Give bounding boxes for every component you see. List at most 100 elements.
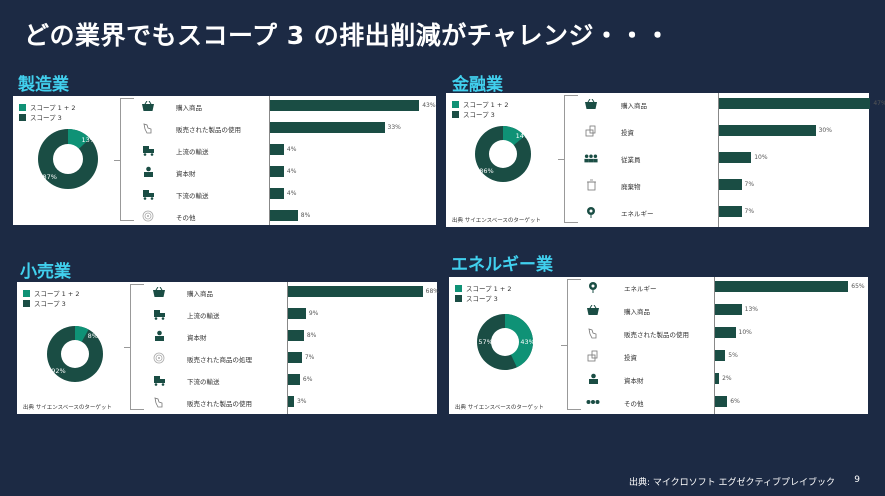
category-label: その他: [176, 214, 196, 222]
bar-value-label: 4%: [286, 146, 297, 153]
legend-swatch-scope3: [19, 113, 26, 121]
hand-pointer-icon: [152, 396, 166, 408]
basket-icon: [141, 100, 155, 112]
bar: [270, 210, 298, 221]
legend-label-scope3: スコープ 3: [466, 295, 498, 303]
category-row: [584, 124, 598, 138]
employees-icon: [584, 152, 598, 164]
section-title-energy: エネルギー業: [451, 255, 553, 275]
bar: [715, 350, 726, 361]
other-icon: [152, 352, 166, 364]
bar-value-label: 6%: [302, 376, 313, 383]
category-label: 下流の輸送: [187, 378, 220, 386]
category-row: [584, 97, 598, 111]
bar-value-label: 33%: [387, 124, 401, 131]
bar-axis: [718, 93, 719, 227]
category-row: [141, 143, 155, 157]
bar: [288, 308, 306, 319]
legend-swatch-scope12: [455, 284, 462, 292]
category-row: [584, 178, 598, 192]
category-row: [141, 165, 155, 179]
bracket-tick: [561, 344, 567, 346]
bar: [288, 374, 300, 385]
bar: [270, 188, 284, 199]
section-title-finance: 金融業: [452, 75, 503, 95]
footer-source: 出典: マイクロソフト エグゼクティブプレイブック: [628, 478, 835, 488]
donut-label-scope12: 43%: [520, 338, 535, 346]
category-label: 販売された商品の処理: [187, 356, 252, 364]
legend: スコープ 1 + 2 スコープ 3: [452, 99, 509, 119]
category-row: [586, 349, 600, 363]
category-label: 購入商品: [176, 104, 202, 112]
donut-label-scope12: 8%: [87, 332, 98, 341]
category-label: その他: [624, 400, 644, 408]
truck-icon: [152, 308, 166, 320]
category-row: [152, 351, 166, 365]
category-label: 購入商品: [624, 308, 650, 316]
truck-icon: [141, 144, 155, 156]
basket-icon: [586, 304, 600, 316]
source-note: 出典 サイエンスベースのターゲット: [452, 218, 541, 224]
legend-swatch-scope3: [455, 294, 462, 302]
bar: [288, 330, 304, 341]
panel-finance: スコープ 1 + 2 スコープ 3 14% 86% 出典 サイエンスベースのター…: [446, 93, 885, 227]
bar: [715, 396, 728, 407]
donut-label-scope3: 87%: [42, 172, 57, 181]
bar: [719, 206, 742, 217]
page-title: どの業界でもスコープ 3 の排出削減がチャレンジ・・・: [24, 21, 671, 50]
bar-value-label: 6%: [730, 398, 740, 405]
bar: [270, 100, 420, 111]
category-label: 上流の輸送: [187, 312, 220, 320]
category-row: [586, 326, 600, 340]
category-row: [586, 395, 600, 409]
category-row: [152, 395, 166, 409]
bar: [715, 327, 736, 338]
bracket-tick: [124, 347, 130, 348]
legend-swatch-scope3: [23, 299, 30, 307]
bar: [270, 166, 284, 177]
category-row: [152, 285, 166, 299]
bar-axis: [269, 96, 270, 225]
bar-value-label: 4%: [286, 168, 297, 175]
bar-value-label: 13%: [744, 306, 758, 313]
category-label: 資本財: [624, 377, 644, 385]
legend-label-scope12: スコープ 1 + 2: [34, 290, 80, 298]
category-row: [584, 151, 598, 165]
legend: スコープ 1 + 2 スコープ 3: [19, 102, 76, 122]
energy-icon: [584, 206, 598, 218]
bar: [270, 144, 284, 155]
bar-value-label: 9%: [308, 310, 319, 317]
donut-label-scope12: 14%: [515, 132, 531, 141]
category-row: [586, 303, 600, 317]
hand-pointer-icon: [586, 327, 600, 339]
legend-swatch-scope3: [452, 110, 459, 118]
category-label: 販売された製品の使用: [624, 331, 689, 339]
legend-label-scope12: スコープ 1 + 2: [30, 104, 76, 112]
category-label: 従業員: [621, 156, 641, 164]
legend: スコープ 1 + 2 スコープ 3: [455, 283, 512, 303]
bracket-tick: [114, 159, 120, 161]
category-label: 資本財: [176, 170, 196, 178]
legend-swatch-scope12: [19, 103, 26, 111]
hand-pointer-icon: [141, 122, 155, 134]
capital-goods-icon: [152, 330, 166, 342]
bar-value-label: 7%: [304, 354, 315, 361]
category-row: [586, 280, 600, 294]
donut-chart: 8% 92%: [17, 282, 217, 422]
category-label: 下流の輸送: [176, 192, 209, 200]
bar-axis: [287, 282, 288, 414]
legend-label-scope12: スコープ 1 + 2: [463, 101, 509, 109]
page-number: 9: [854, 475, 860, 485]
truck-icon: [141, 188, 155, 200]
donut-chart: 14% 86%: [446, 93, 646, 233]
bar-value-label: 8%: [300, 212, 311, 219]
legend-label-scope3: スコープ 3: [30, 114, 62, 122]
bar-value-label: 3%: [296, 398, 307, 405]
category-row: [152, 373, 166, 387]
bar: [719, 179, 742, 190]
category-row: [141, 187, 155, 201]
source-note: 出典 サイエンスベースのターゲット: [23, 405, 112, 411]
category-row: [141, 121, 155, 135]
legend-swatch-scope12: [452, 100, 459, 108]
trash-icon: [584, 179, 598, 191]
